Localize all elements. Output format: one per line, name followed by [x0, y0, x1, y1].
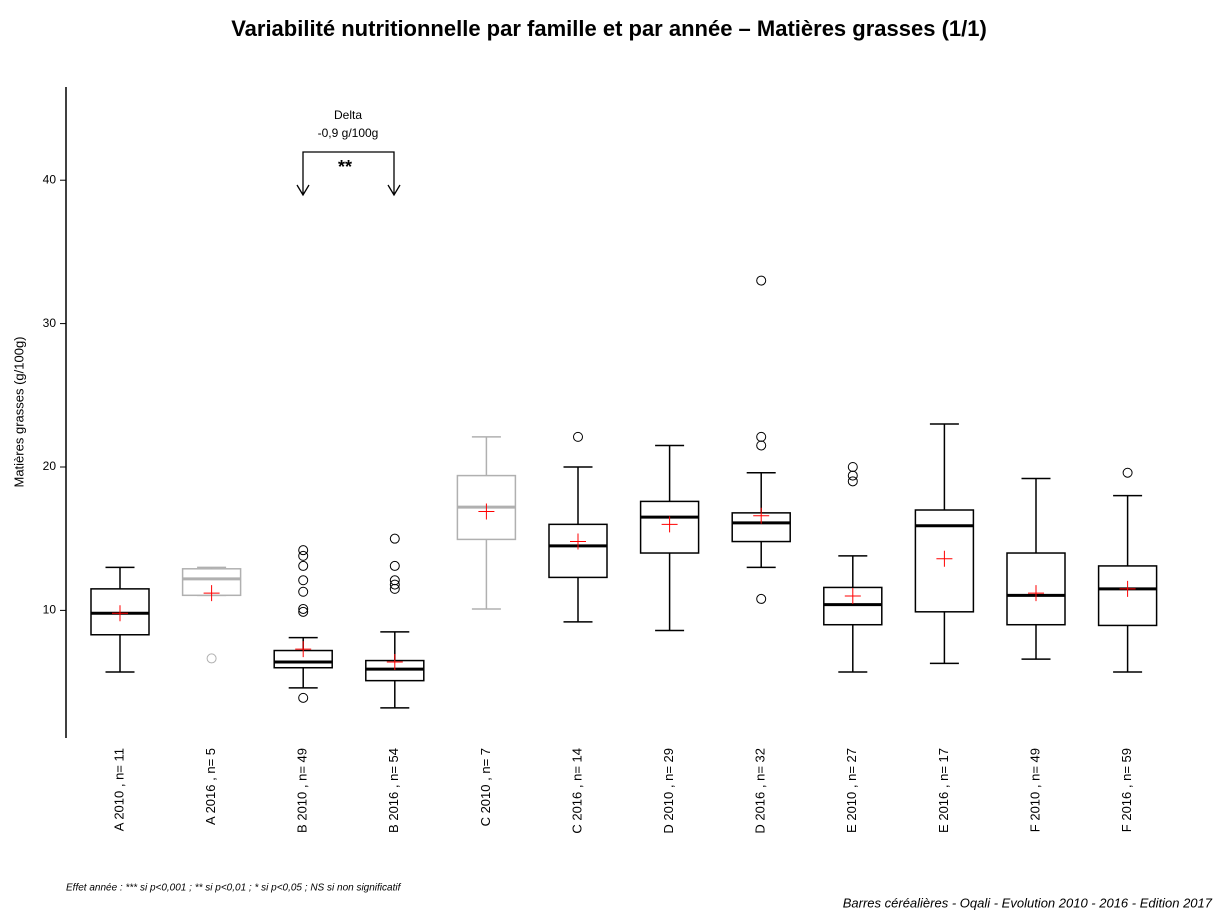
x-tick-label: A 2016 , n= 5 — [203, 748, 218, 825]
outlier — [298, 560, 309, 571]
outlier — [298, 586, 309, 597]
outlier — [298, 575, 309, 586]
mean — [295, 641, 312, 658]
mean — [1119, 580, 1136, 597]
mean — [753, 507, 770, 524]
source: Barres céréalières - Oqali - Evolution 2… — [843, 895, 1213, 910]
x-tick-label: E 2016 , n= 17 — [936, 748, 951, 833]
x-tick-label: B 2016 , n= 54 — [386, 748, 401, 833]
outlier — [756, 431, 767, 442]
mean — [936, 550, 953, 567]
outlier — [298, 550, 309, 561]
outlier — [847, 461, 858, 472]
mean — [112, 605, 128, 622]
chart-title: Variabilité nutritionnelle par famille e… — [231, 16, 987, 41]
outlier — [847, 470, 858, 481]
y-tick-label: 20 — [43, 459, 57, 473]
annotation-significance: ** — [338, 157, 352, 177]
x-tick-label: F 2010 , n= 49 — [1027, 748, 1042, 832]
mean — [844, 588, 861, 605]
outlier — [573, 431, 583, 442]
outlier — [756, 440, 767, 451]
annotation-bracket — [296, 151, 401, 197]
box — [548, 523, 608, 579]
outlier — [298, 603, 309, 614]
outlier — [847, 476, 858, 487]
y-tick-label: 40 — [43, 172, 57, 186]
outlier — [298, 545, 309, 556]
y-tick-label: 30 — [43, 316, 57, 330]
y-tick-label: 10 — [43, 603, 57, 617]
outlier — [389, 579, 400, 590]
x-tick-label: D 2010 , n= 29 — [661, 748, 676, 834]
outlier — [206, 653, 217, 664]
x-tick-label: C 2010 , n= 7 — [478, 748, 493, 826]
y-axis-label: Matières grasses (g/100g) — [11, 336, 26, 487]
outlier — [298, 692, 309, 703]
x-tick-label: A 2010 , n= 11 — [111, 748, 126, 831]
mean — [661, 516, 678, 533]
mean — [1028, 585, 1044, 602]
footnote: Effet année : *** si p<0,001 ; ** si p<0… — [66, 883, 402, 894]
outlier — [389, 533, 400, 544]
mean — [203, 585, 220, 602]
mean — [386, 654, 403, 671]
x-tick-label: C 2016 , n= 14 — [569, 748, 584, 834]
mean — [478, 503, 495, 520]
annotation-title: Delta — [334, 108, 362, 122]
outlier — [389, 575, 400, 586]
annotation-text: -0,9 g/100g — [318, 126, 379, 140]
box — [731, 512, 791, 543]
x-tick-label: E 2010 , n= 27 — [844, 748, 859, 833]
outlier — [1122, 467, 1133, 478]
x-tick-label: F 2016 , n= 59 — [1119, 748, 1134, 832]
outlier — [298, 606, 309, 617]
x-tick-label: B 2010 , n= 49 — [295, 748, 310, 833]
mean — [570, 533, 586, 550]
x-tick-label: D 2016 , n= 32 — [753, 748, 768, 834]
outlier — [756, 593, 767, 604]
outlier — [389, 560, 400, 571]
outlier — [756, 275, 767, 286]
